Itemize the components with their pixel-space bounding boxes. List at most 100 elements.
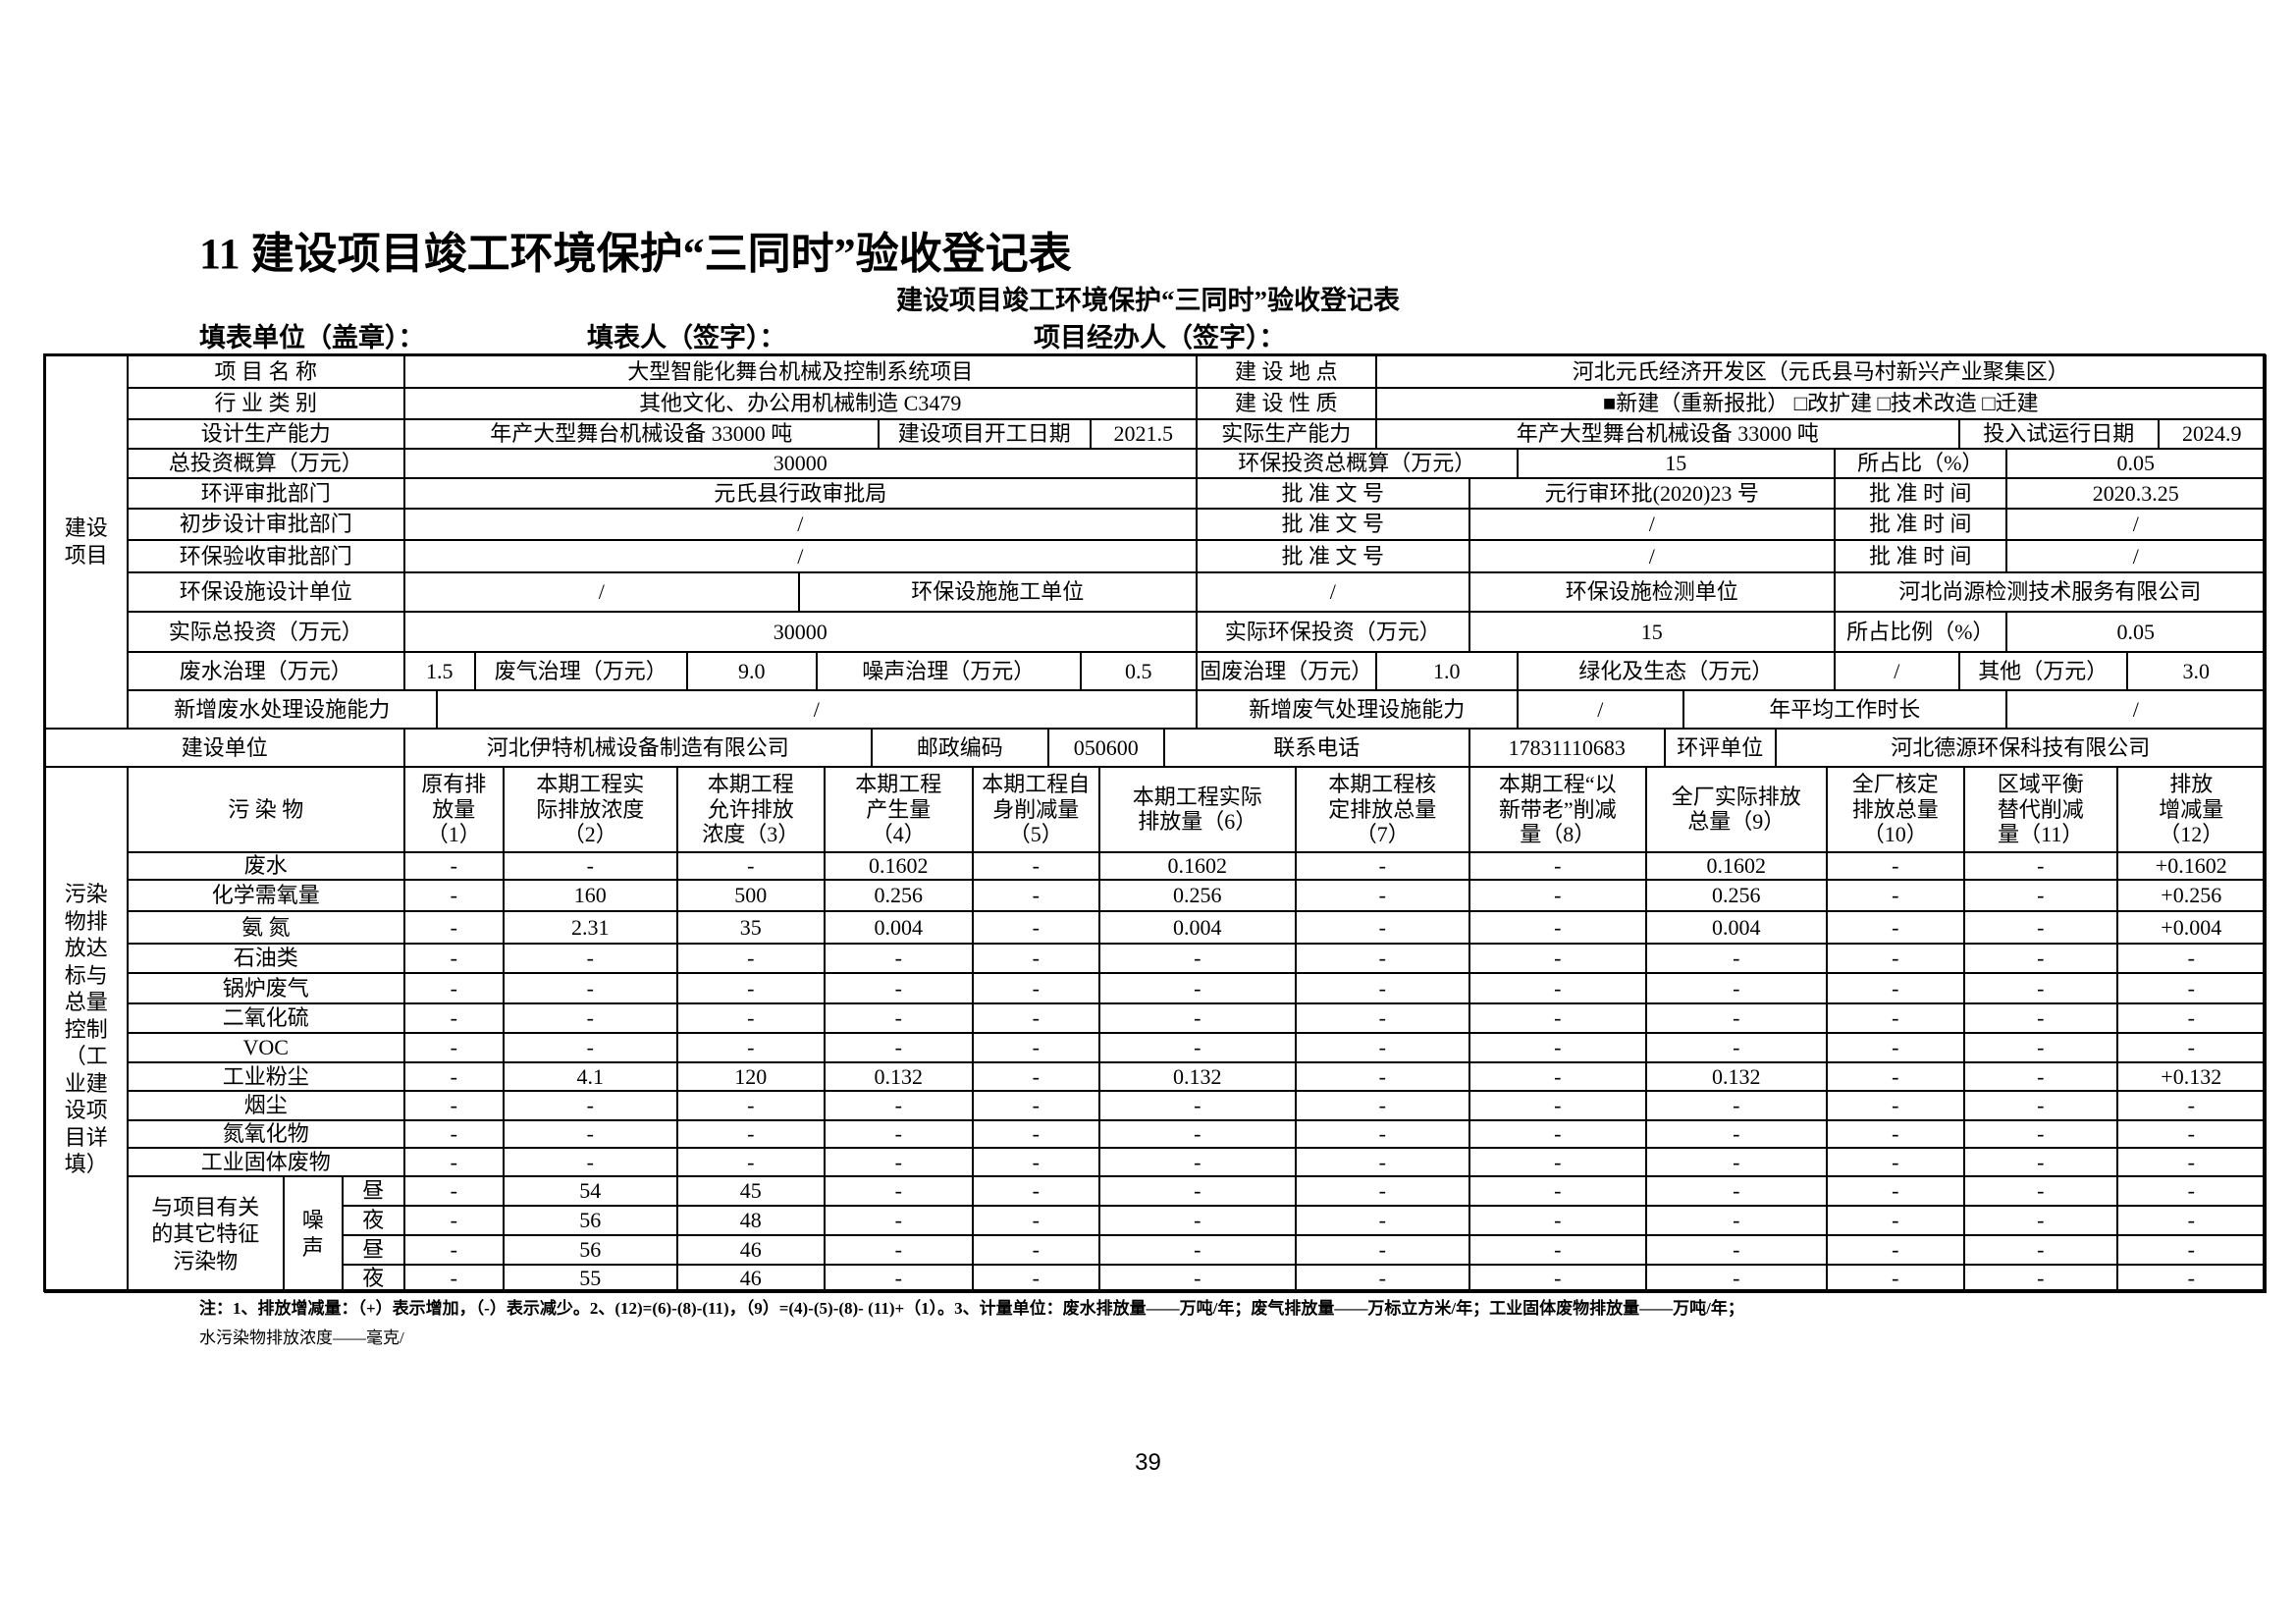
field-value: / bbox=[2005, 689, 2267, 730]
noise-value: - bbox=[1295, 1205, 1470, 1236]
column-header: 本期工程“以 新带老”削减 量（8） bbox=[1468, 766, 1647, 853]
pollutant-value: - bbox=[503, 1147, 678, 1177]
noise-value: - bbox=[824, 1205, 974, 1236]
pollutant-value: - bbox=[1295, 1061, 1470, 1092]
noise-value: - bbox=[972, 1205, 1100, 1236]
pollutant-value: 0.132 bbox=[1645, 1061, 1828, 1092]
field-label: 建设项目开工日期 bbox=[878, 418, 1092, 450]
pollutant-value: - bbox=[1963, 851, 2118, 881]
noise-value: - bbox=[1098, 1264, 1297, 1293]
field-value: 1.0 bbox=[1375, 651, 1519, 691]
column-header: 全厂核定 排放总量 （10） bbox=[1826, 766, 1965, 853]
pollutant-value: 0.1602 bbox=[824, 851, 974, 881]
noise-value: 54 bbox=[503, 1175, 678, 1207]
field-label: 环保设施检测单位 bbox=[1468, 571, 1836, 613]
pollutant-value: - bbox=[403, 1090, 505, 1121]
pollutant-value: - bbox=[1645, 1032, 1828, 1063]
footnote-line-1: 注：1、排放增减量：（+）表示增加，（-）表示减少。2、(12)=(6)-(8)… bbox=[199, 1299, 1744, 1318]
field-label: 建 设 性 质 bbox=[1196, 387, 1377, 420]
field-label: 总投资概算（万元） bbox=[127, 448, 405, 479]
pollutant-value: - bbox=[1963, 910, 2118, 945]
noise-value: - bbox=[1963, 1264, 2118, 1293]
pollutant-value: - bbox=[1295, 1032, 1470, 1063]
pollutant-value: - bbox=[1295, 1119, 1470, 1149]
noise-value: - bbox=[1826, 1175, 1965, 1207]
field-label: 邮政编码 bbox=[871, 728, 1049, 768]
pollutant-value: - bbox=[1468, 1002, 1647, 1034]
pollutant-value: 0.1602 bbox=[1098, 851, 1297, 881]
field-label: 环保投资总概算（万元） bbox=[1196, 448, 1519, 479]
pollutant-value: 0.004 bbox=[1098, 910, 1297, 945]
pollutant-value: - bbox=[1098, 1119, 1297, 1149]
pollutant-value: - bbox=[676, 972, 826, 1004]
pollutant-value: - bbox=[403, 1147, 505, 1177]
field-label: 新增废气处理设施能力 bbox=[1196, 689, 1519, 730]
pollutant-value: - bbox=[1826, 879, 1965, 912]
pollutant-value: 0.004 bbox=[1645, 910, 1828, 945]
noise-value: - bbox=[2116, 1205, 2267, 1236]
field-label: 批 准 文 号 bbox=[1196, 508, 1470, 541]
pollutant-value: - bbox=[972, 1002, 1100, 1034]
noise-value: - bbox=[1826, 1205, 1965, 1236]
pollutant-value: - bbox=[1098, 1002, 1297, 1034]
pollutant-value: - bbox=[824, 1032, 974, 1063]
column-header: 原有排 放量 （1） bbox=[403, 766, 505, 853]
pollutant-value: - bbox=[503, 1032, 678, 1063]
field-value: / bbox=[1517, 689, 1684, 730]
pollutant-value: 0.256 bbox=[824, 879, 974, 912]
pollutant-value: - bbox=[403, 1061, 505, 1092]
column-header: 区域平衡 替代削减 量（11） bbox=[1963, 766, 2118, 853]
field-label: 建 设 地 点 bbox=[1196, 354, 1377, 389]
pollutant-value: - bbox=[676, 943, 826, 974]
field-label: 环保设施设计单位 bbox=[127, 571, 405, 613]
field-label: 绿化及生态（万元） bbox=[1517, 651, 1836, 691]
pollutant-value: - bbox=[503, 851, 678, 881]
pollutant-value: - bbox=[1963, 1032, 2118, 1063]
pollutant-value: - bbox=[972, 851, 1100, 881]
field-value: / bbox=[436, 689, 1198, 730]
field-label: 行 业 类 别 bbox=[127, 387, 405, 420]
pollutant-value: - bbox=[1295, 1147, 1470, 1177]
field-value: 30000 bbox=[403, 611, 1198, 653]
pollutant-value: - bbox=[1295, 851, 1470, 881]
pollutant-value: - bbox=[1468, 1090, 1647, 1121]
pollutant-value: - bbox=[1468, 972, 1647, 1004]
field-value: / bbox=[1468, 539, 1836, 573]
pollutant-value: 0.256 bbox=[1098, 879, 1297, 912]
pollutant-value: - bbox=[824, 1090, 974, 1121]
pollutant-value: - bbox=[1826, 943, 1965, 974]
pollutant-value: - bbox=[824, 1147, 974, 1177]
pollutant-value: - bbox=[676, 851, 826, 881]
noise-value: - bbox=[1468, 1205, 1647, 1236]
noise-value: - bbox=[972, 1234, 1100, 1266]
pollutant-value: - bbox=[503, 972, 678, 1004]
noise-value: - bbox=[972, 1264, 1100, 1293]
pollutant-value: - bbox=[676, 1090, 826, 1121]
pollutant-name: 二氧化硫 bbox=[127, 1002, 405, 1034]
field-label: 环评审批部门 bbox=[127, 477, 405, 510]
pollutant-value: - bbox=[1098, 1090, 1297, 1121]
field-label: 初步设计审批部门 bbox=[127, 508, 405, 541]
pollutant-value: - bbox=[972, 943, 1100, 974]
noise-value: - bbox=[403, 1234, 505, 1266]
pollutant-value: - bbox=[1468, 943, 1647, 974]
field-label: 环保设施施工单位 bbox=[798, 571, 1198, 613]
pollutant-value: 4.1 bbox=[503, 1061, 678, 1092]
field-label: 联系电话 bbox=[1163, 728, 1470, 768]
noise-period: 昼 bbox=[342, 1175, 405, 1207]
field-value: 河北德源环保科技有限公司 bbox=[1775, 728, 2267, 768]
pollutant-value: - bbox=[1645, 1002, 1828, 1034]
pollutant-value: - bbox=[1826, 910, 1965, 945]
noise-value: - bbox=[824, 1234, 974, 1266]
field-value: 1.5 bbox=[403, 651, 476, 691]
pollutant-value: - bbox=[1826, 1090, 1965, 1121]
field-value: 年产大型舞台机械设备 33000 吨 bbox=[403, 418, 880, 450]
column-header: 本期工程 产生量 （4） bbox=[824, 766, 974, 853]
table-title: 建设项目竣工环境保护“三同时”验收登记表 bbox=[896, 286, 1400, 315]
footnote-line-2: 水污染物排放浓度——毫克/ bbox=[199, 1328, 404, 1347]
pollutant-value: - bbox=[1295, 1002, 1470, 1034]
pollutant-value: - bbox=[1963, 1090, 2118, 1121]
field-label: 所占比例（%） bbox=[1834, 611, 2007, 653]
pollutant-value: - bbox=[824, 1119, 974, 1149]
pollutant-value: - bbox=[1645, 1090, 1828, 1121]
